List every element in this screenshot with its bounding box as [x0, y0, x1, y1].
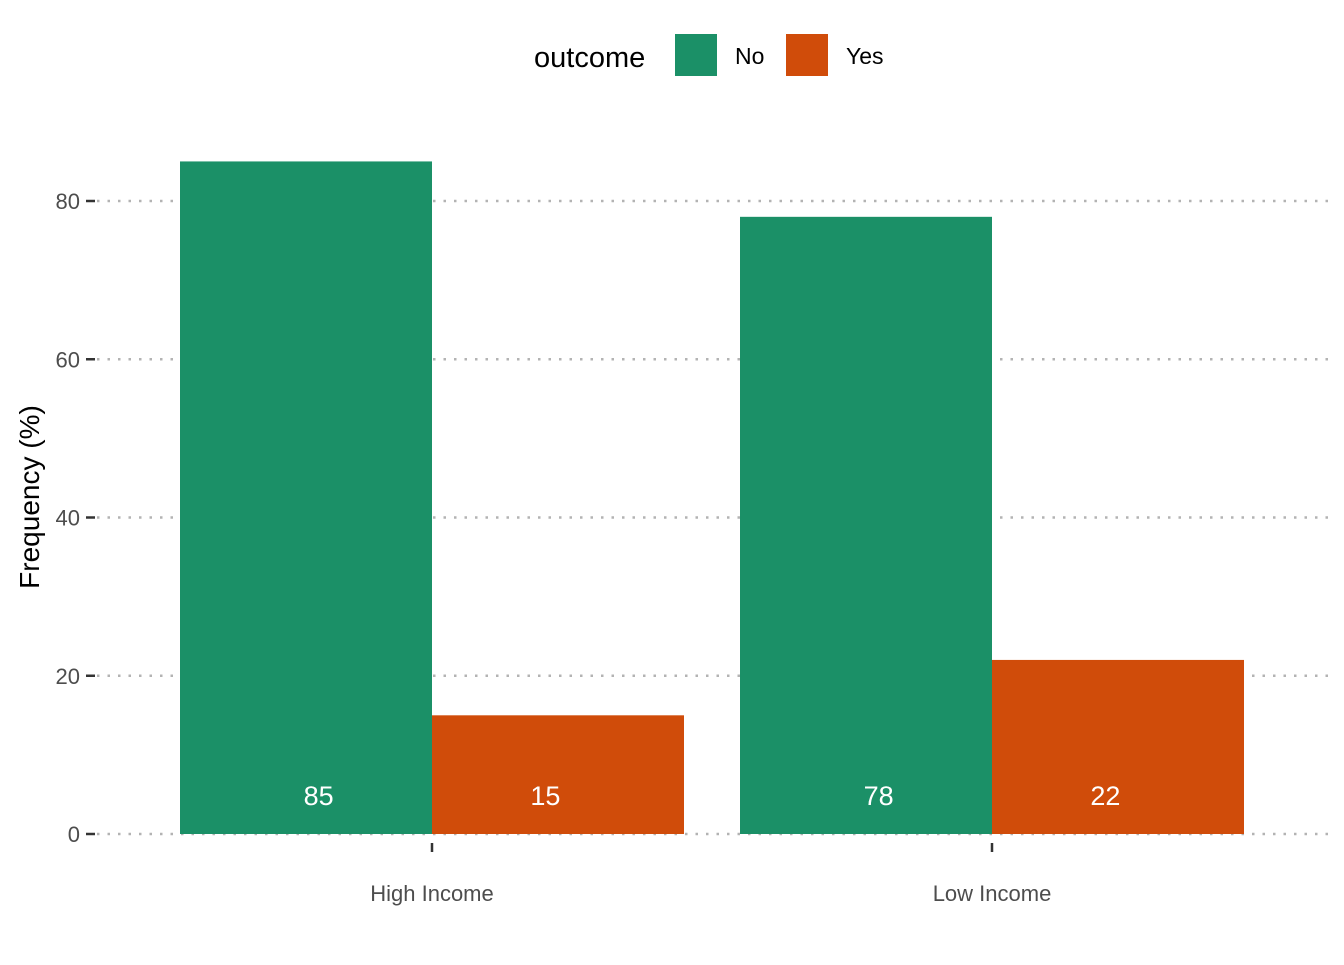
y-tick-label: 20 — [56, 664, 80, 689]
legend: outcome No Yes — [534, 32, 884, 78]
bar-yes-low-income — [992, 659, 1244, 834]
y-tick-label: 40 — [56, 506, 80, 531]
bar-value-label: 78 — [864, 781, 894, 811]
bar-no-high-income — [180, 161, 432, 834]
bar-value-label: 15 — [530, 781, 560, 811]
bar-value-label: 85 — [304, 781, 334, 811]
legend-key-no — [673, 32, 719, 78]
bar-yes-high-income — [432, 715, 684, 834]
legend-label-yes: Yes — [846, 43, 884, 69]
legend-key-yes — [784, 32, 830, 78]
y-axis-title: Frequency (%) — [14, 405, 45, 589]
x-tick-label: High Income — [370, 881, 494, 906]
y-tick-label: 60 — [56, 347, 80, 372]
y-tick-label: 0 — [68, 822, 80, 847]
bar-no-low-income — [740, 216, 992, 834]
legend-label-no: No — [735, 43, 764, 69]
y-tick-label: 80 — [56, 189, 80, 214]
legend-title: outcome — [534, 42, 645, 74]
bar-layer: 85 15 78 22 — [180, 161, 1244, 834]
axis-layer: 0 20 40 60 80 High Income Low Income — [56, 189, 1052, 906]
bar-value-label: 22 — [1090, 781, 1120, 811]
x-tick-label: Low Income — [933, 881, 1052, 906]
